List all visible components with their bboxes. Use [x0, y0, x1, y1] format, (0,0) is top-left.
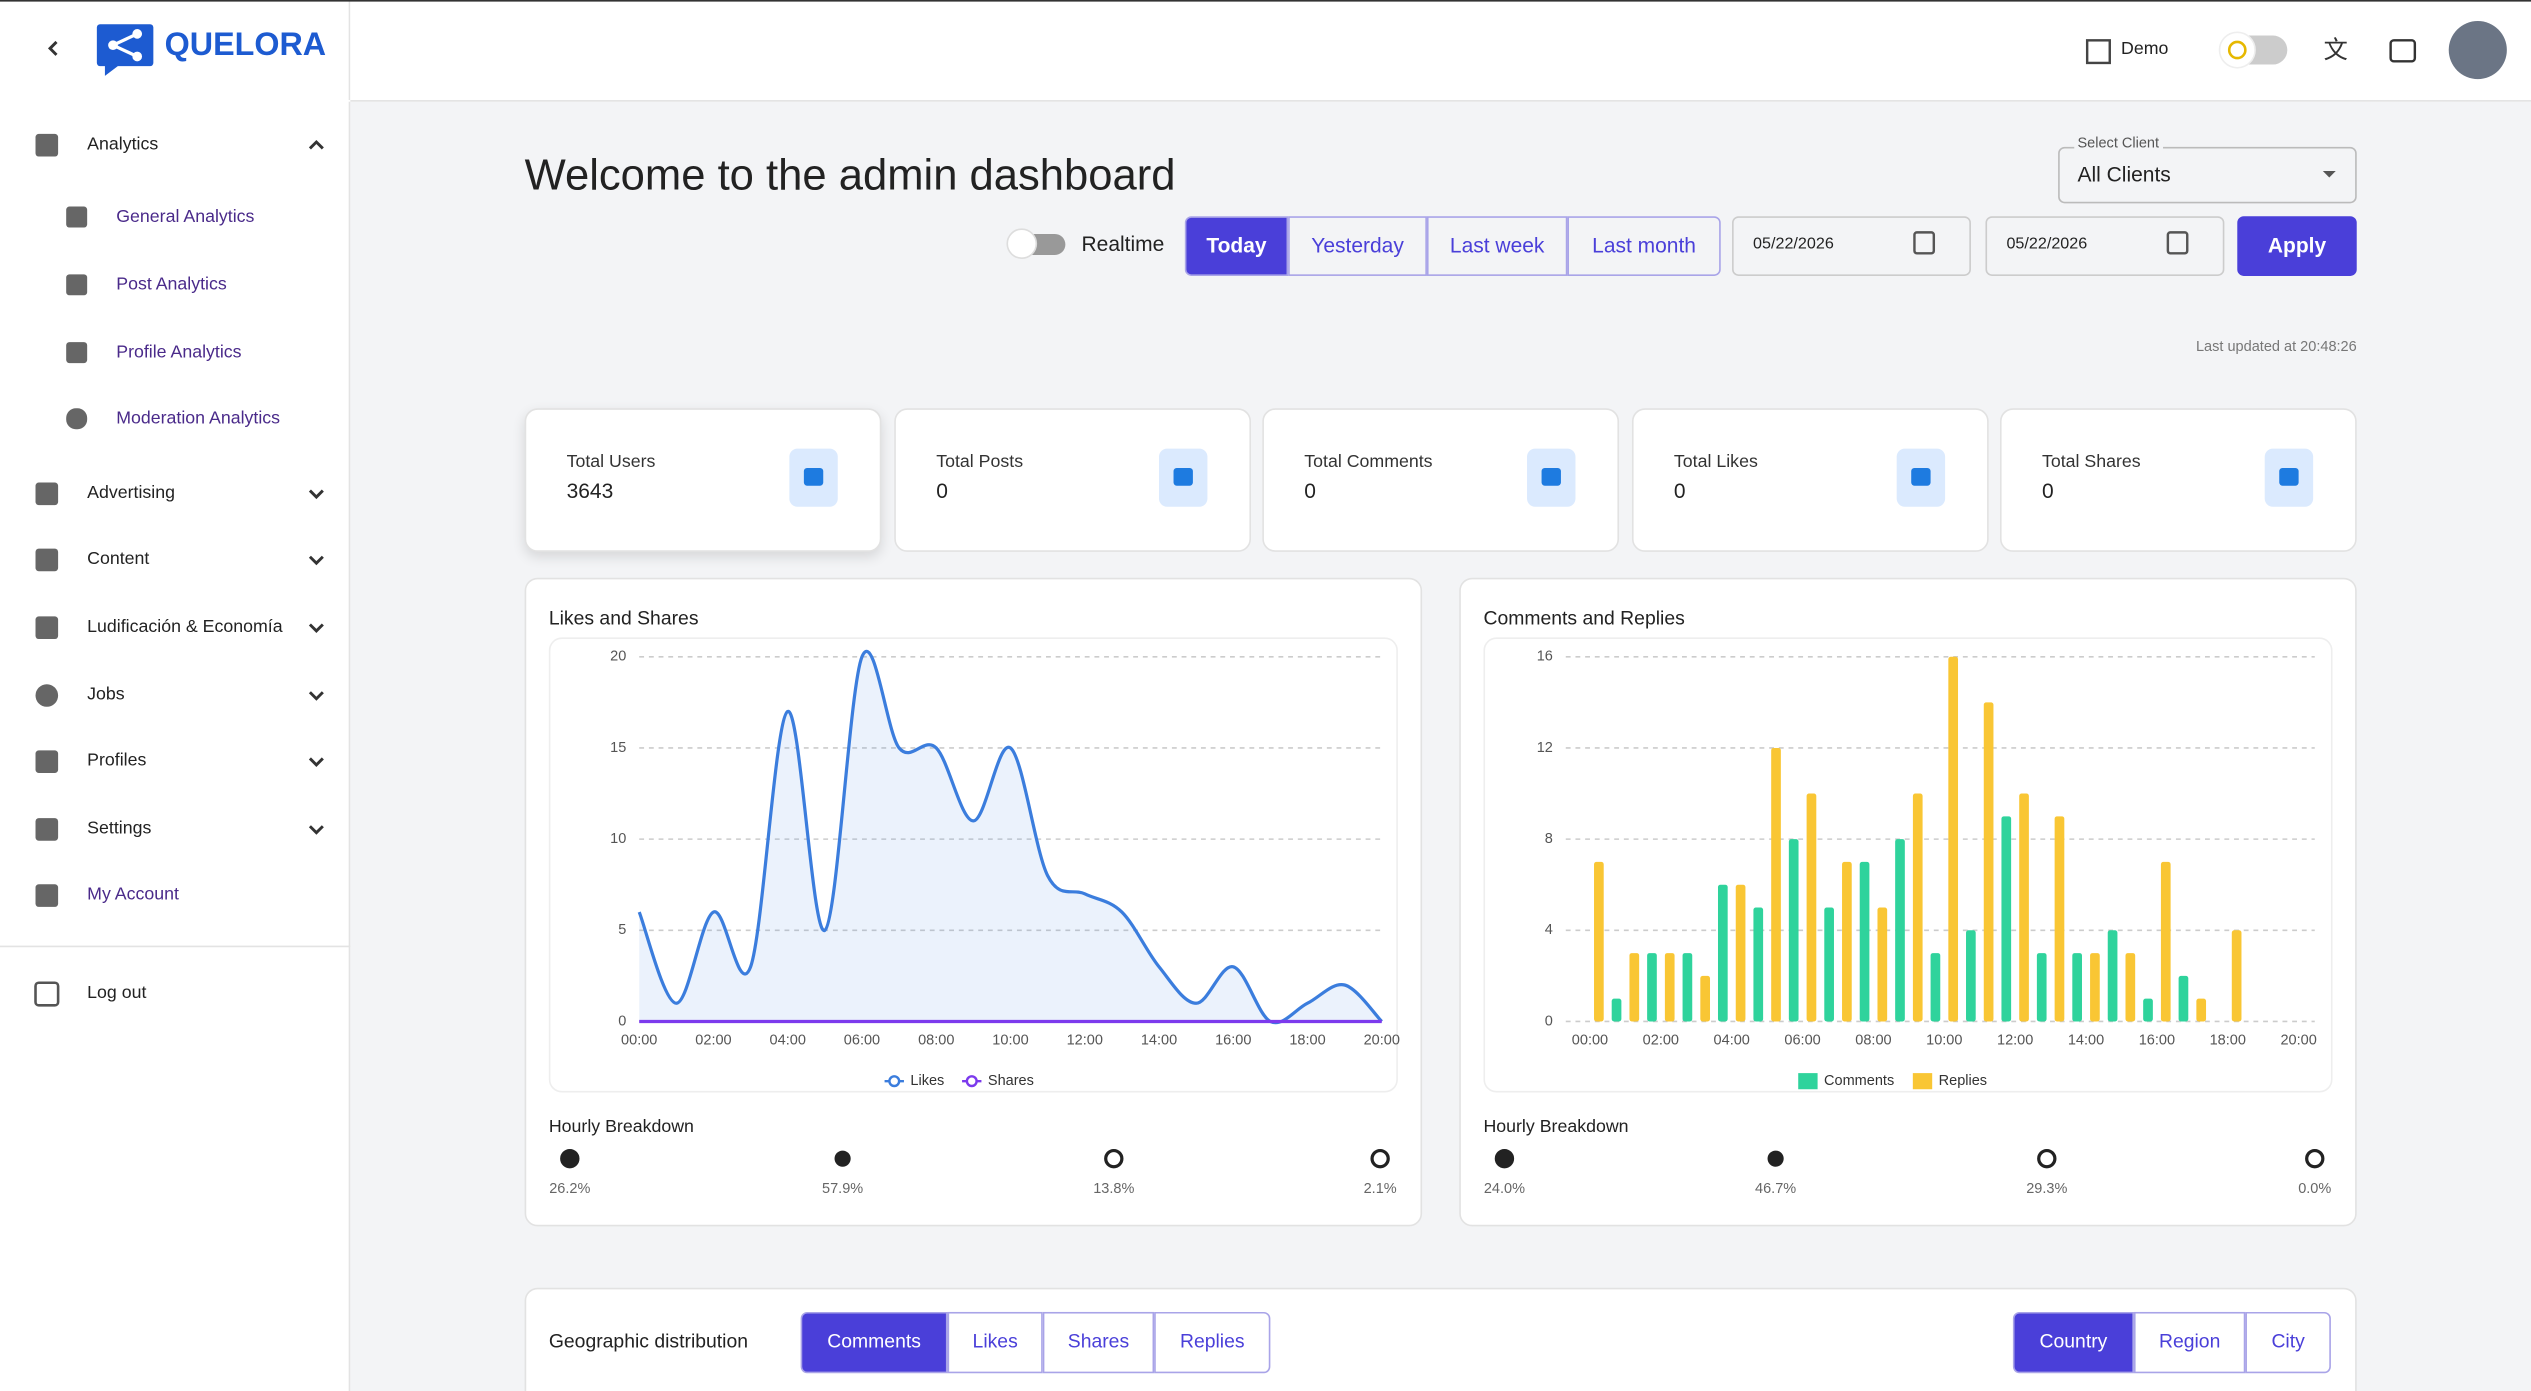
range-label[interactable]: Last week	[1449, 233, 1545, 258]
top-bar	[350, 0, 2531, 102]
page-title: Welcome to the admin dashboard	[524, 150, 1176, 200]
realtime-label: Realtime	[1081, 231, 1165, 256]
nav-item[interactable]: Advertising	[87, 483, 176, 503]
date-input[interactable]	[1732, 216, 1971, 276]
chart-card	[1459, 577, 2357, 1227]
breakdown-title: Hourly Breakdown	[548, 1117, 694, 1137]
nav-item[interactable]: Analytics	[87, 134, 159, 155]
range-button[interactable]	[1567, 216, 1721, 276]
org-name[interactable]: Demo	[2121, 39, 2169, 59]
stat-value: 0	[2041, 478, 2054, 503]
breakdown-title: Hourly Breakdown	[1483, 1117, 1629, 1137]
stat-label: Total Likes	[1673, 452, 1758, 473]
stat-label: Total Posts	[936, 452, 1024, 473]
stat-icon-bg	[1896, 448, 1946, 507]
nav-item[interactable]: My Account	[87, 885, 179, 905]
client-value: All Clients	[2077, 162, 2171, 187]
stat-icon-bg	[1158, 448, 1208, 507]
geo-tab[interactable]	[947, 1311, 1043, 1374]
sidebar	[0, 0, 351, 1391]
date-input[interactable]	[1985, 216, 2225, 276]
range-button[interactable]	[1184, 216, 1289, 276]
date-value: 05/22/2026	[1753, 235, 1834, 254]
nav-subitem[interactable]: Post Analytics	[116, 275, 227, 295]
stat-value: 3643	[566, 478, 614, 503]
geo-tab-label[interactable]: Country	[2039, 1329, 2108, 1353]
client-select[interactable]	[2058, 146, 2357, 204]
chart-title: Likes and Shares	[548, 606, 699, 630]
range-button[interactable]	[1426, 216, 1568, 276]
nav-item[interactable]: Settings	[87, 818, 152, 839]
geo-tab[interactable]	[2012, 1311, 2134, 1374]
geo-tab-label[interactable]: Likes	[972, 1329, 1018, 1353]
client-label: Select Client	[2074, 136, 2163, 151]
date-value: 05/22/2026	[2006, 235, 2088, 254]
chart-inner	[548, 637, 1398, 1093]
stat-icon-bg	[1527, 448, 1576, 507]
geo-tab[interactable]	[1154, 1311, 1271, 1374]
nav-item[interactable]: Ludificación & Economía	[87, 617, 283, 637]
top-border	[0, 0, 2531, 2]
logout[interactable]: Log out	[87, 983, 147, 1003]
geo-tab[interactable]	[2133, 1311, 2246, 1374]
range-label[interactable]: Today	[1206, 233, 1267, 258]
realtime-toggle[interactable]	[1010, 233, 1066, 255]
range-label[interactable]: Last month	[1592, 233, 1696, 258]
geo-title: Geographic distribution	[548, 1329, 749, 1353]
nav-item[interactable]: Profiles	[87, 751, 147, 771]
apply-button[interactable]	[2237, 216, 2357, 276]
geo-tab-label[interactable]: Shares	[1067, 1329, 1130, 1353]
range-button[interactable]	[1288, 216, 1427, 276]
geo-tab-label[interactable]: Region	[2158, 1329, 2221, 1353]
stat-label: Total Comments	[1304, 452, 1433, 473]
geo-tab[interactable]	[2245, 1311, 2331, 1374]
geo-tab[interactable]	[1042, 1311, 1155, 1374]
last-updated: Last updated at 20:48:26	[2195, 338, 2357, 355]
sidebar-divider	[0, 945, 351, 948]
nav-item[interactable]: Jobs	[87, 685, 125, 705]
stat-icon-bg	[2264, 448, 2314, 507]
brand: QUELORA	[164, 27, 327, 63]
geo-tab[interactable]	[800, 1311, 948, 1374]
stat-value: 0	[1673, 478, 1686, 503]
stat-icon-bg	[789, 448, 838, 507]
nav-subitem[interactable]: Profile Analytics	[116, 342, 242, 363]
stat-value: 0	[936, 478, 948, 503]
nav-subitem[interactable]: Moderation Analytics	[116, 409, 281, 429]
geo-tab-label[interactable]: City	[2271, 1329, 2305, 1353]
sidebar-header-divider	[0, 100, 351, 102]
nav-subitem[interactable]: General Analytics	[116, 207, 255, 227]
stat-value: 0	[1304, 478, 1316, 503]
stat-label: Total Shares	[2041, 452, 2141, 473]
geo-tab-label[interactable]: Replies	[1179, 1329, 1245, 1353]
theme-toggle[interactable]	[2222, 35, 2288, 65]
nav-item[interactable]: Content	[87, 549, 150, 569]
chart-inner	[1483, 637, 2333, 1093]
range-label[interactable]: Yesterday	[1311, 233, 1404, 258]
apply-label[interactable]: Apply	[2267, 233, 2327, 258]
geo-tab-label[interactable]: Comments	[827, 1329, 921, 1353]
stat-label: Total Users	[566, 452, 656, 473]
chart-title: Comments and Replies	[1483, 606, 1685, 630]
